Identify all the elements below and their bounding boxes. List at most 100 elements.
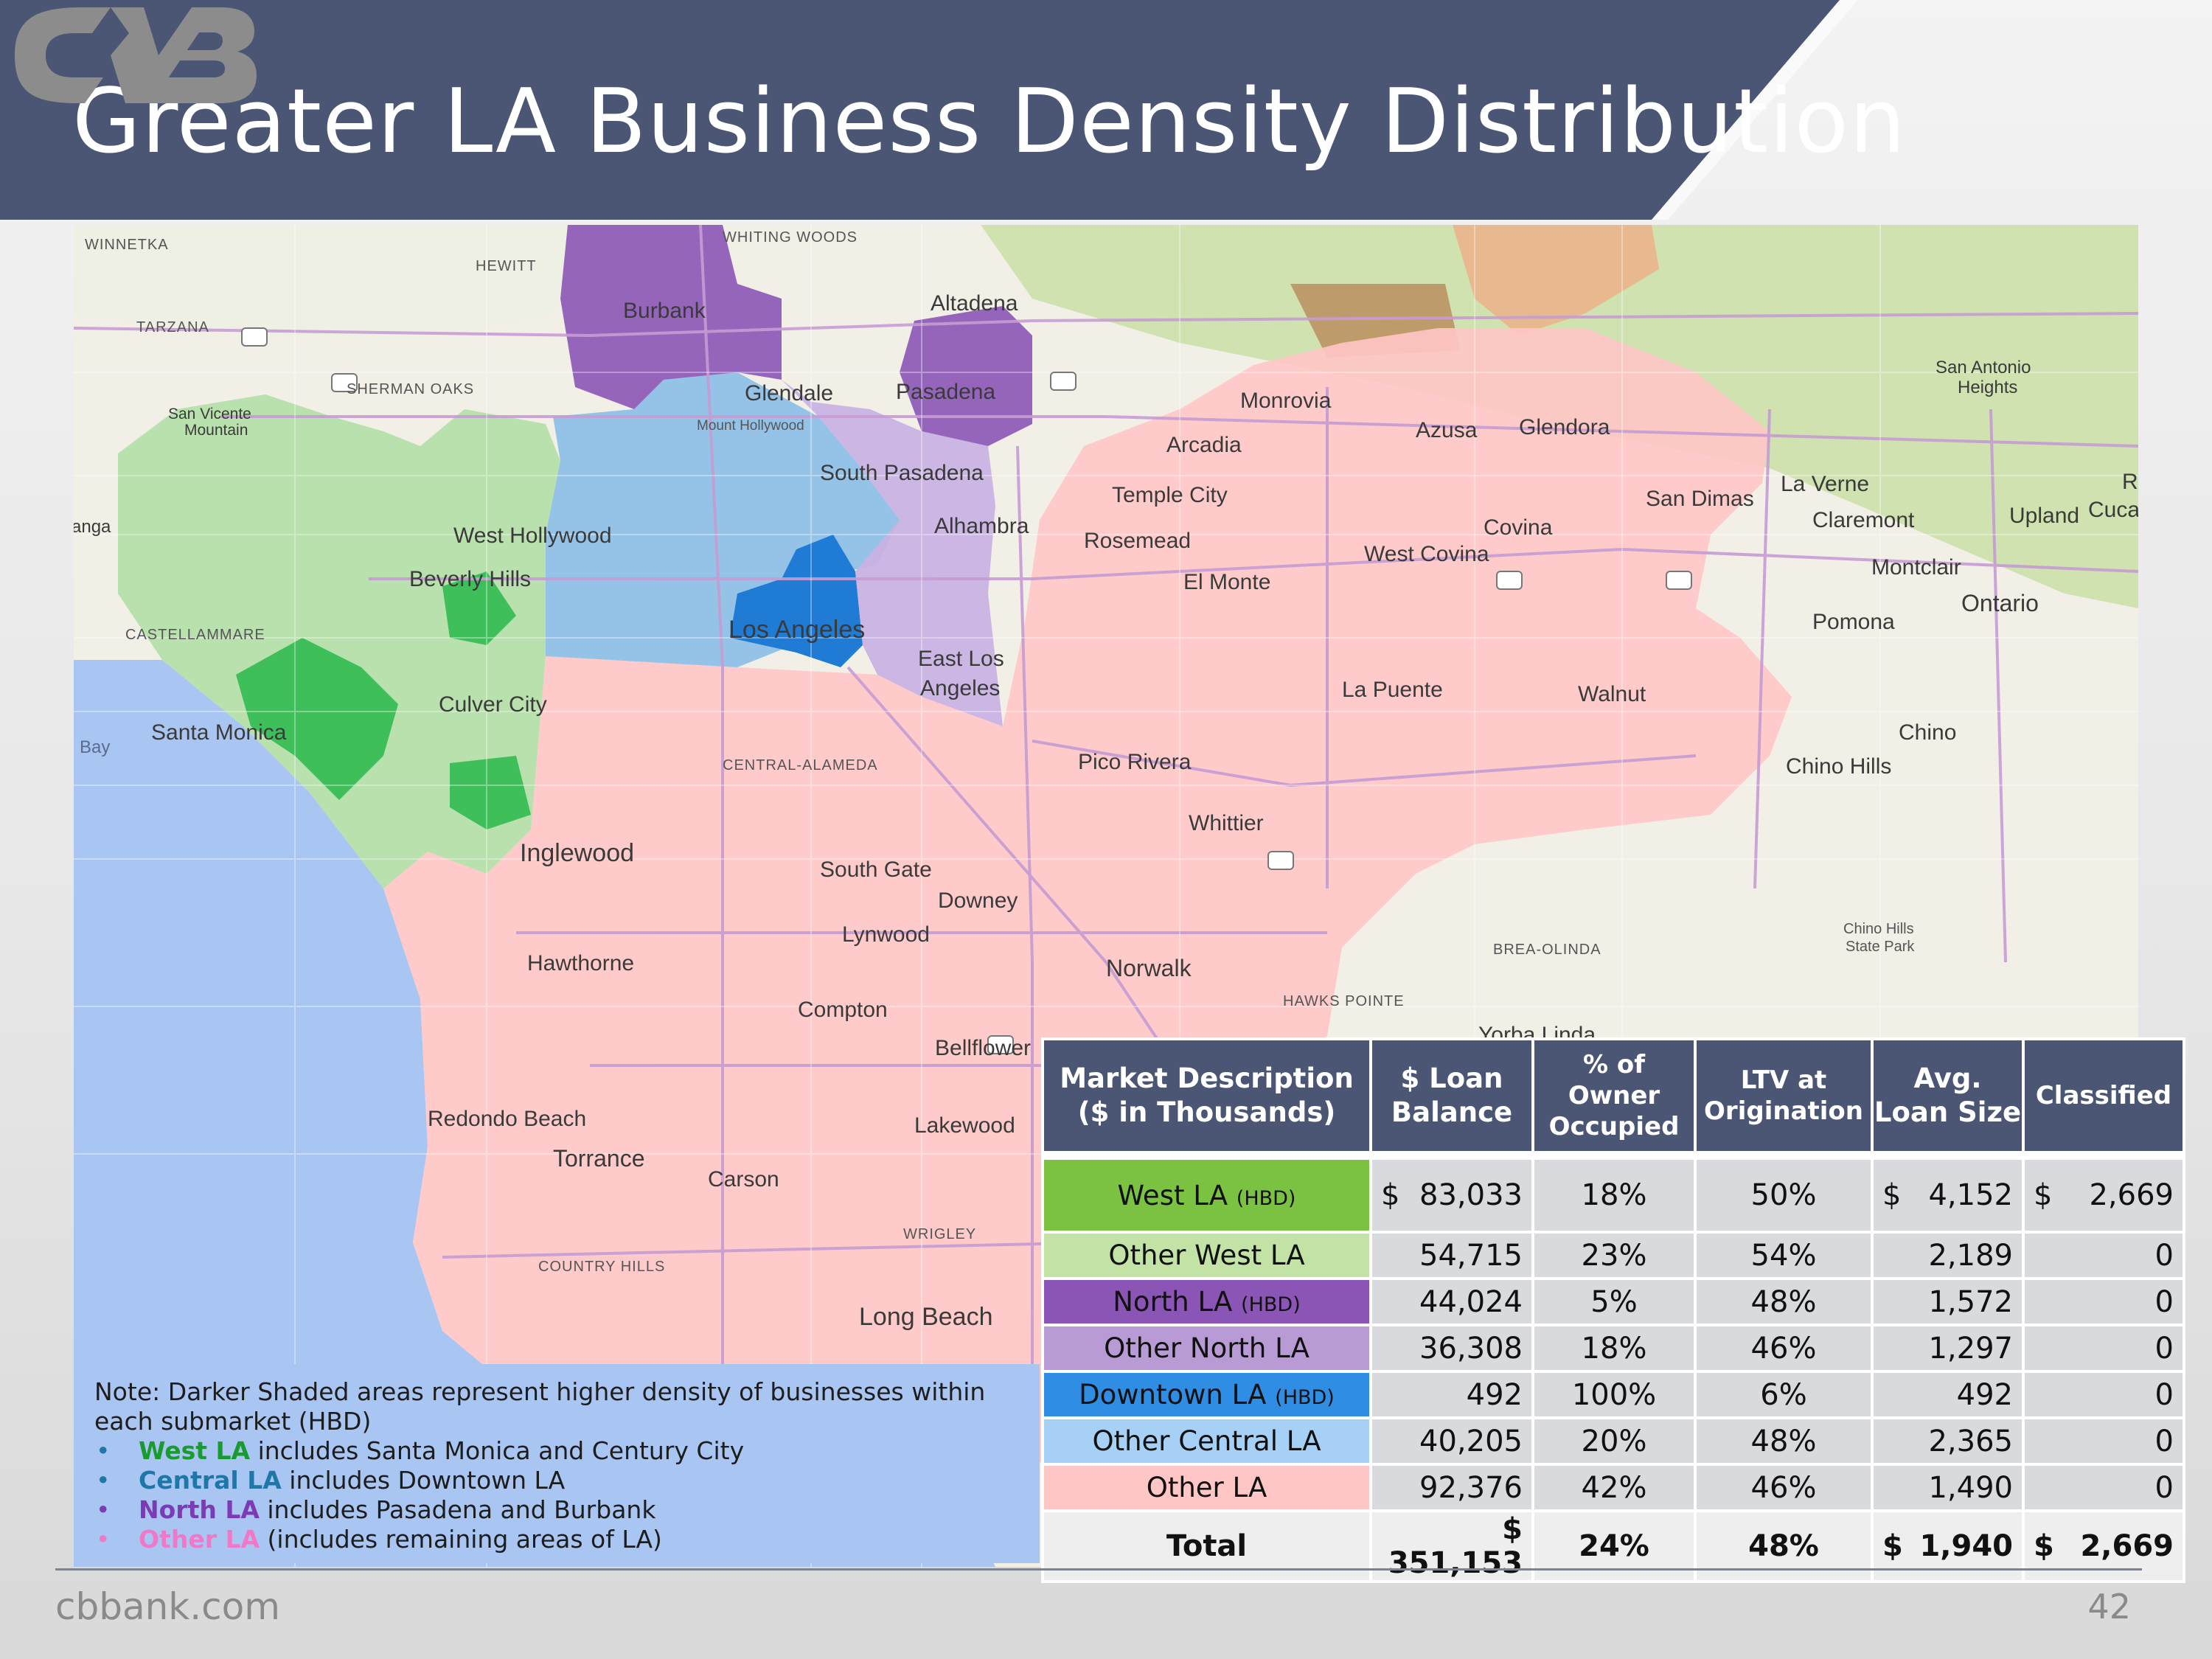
map-label-glendale: Glendale [745, 381, 834, 406]
map-label-azusa: Azusa [1416, 418, 1478, 442]
map-label-los-angeles: Los Angeles [728, 616, 866, 644]
loan-balance-cell-value: 92,376 [1419, 1470, 1523, 1505]
header-shape [0, 0, 1858, 220]
loan-balance-cell-value: 83,033 [1419, 1178, 1523, 1212]
map-label-lakewood: Lakewood [914, 1113, 1015, 1138]
market-cell: West LA (HBD) [1041, 1151, 1372, 1234]
market-name: Other LA [1146, 1472, 1267, 1503]
loan-balance-cell-value: 40,205 [1419, 1424, 1523, 1458]
ltv-cell: 46% [1694, 1324, 1874, 1373]
map-label-pasadena: Pasadena [896, 380, 996, 404]
map-label-tarzana: TARZANA [136, 319, 209, 335]
dollar-sign: $ [1882, 1178, 1902, 1212]
ltv-cell: 48% [1694, 1416, 1874, 1466]
map-label-alhambra: Alhambra [934, 514, 1029, 538]
map-label-brea-olinda: BREA-OLINDA [1493, 942, 1601, 958]
map-label-state-park: State Park [1846, 939, 1915, 955]
market-cell: North LA (HBD) [1041, 1277, 1372, 1326]
hbd-tag: (HBD) [1241, 1293, 1301, 1316]
map-label-ra: Ra [2122, 470, 2138, 494]
map-label-altadena: Altadena [931, 291, 1018, 316]
map-label-cuca: Cuca [2088, 498, 2138, 522]
map-label-long-beach: Long Beach [859, 1303, 993, 1331]
map-label-hewitt: HEWITT [476, 258, 537, 274]
map-label-hawthorne: Hawthorne [527, 951, 635, 975]
map-label-montclair: Montclair [1871, 555, 1961, 580]
table-row: Other North LA 36,308 18% 46% 1,297 0 [1041, 1324, 2185, 1373]
ltv-cell: 54% [1694, 1231, 1874, 1280]
owner-occupied-cell: 5% [1531, 1277, 1697, 1326]
map-label-west-covina: West Covina [1364, 542, 1489, 566]
header-classified: Classified [2022, 1037, 2185, 1157]
header-loan-line1: $ Loan [1400, 1062, 1503, 1094]
classified-cell-value: 0 [2154, 1377, 2174, 1412]
ltv-cell: 50% [1694, 1151, 1874, 1234]
market-name: Other Central LA [1092, 1425, 1321, 1457]
hbd-tag: (HBD) [1236, 1186, 1296, 1210]
classified-cell: 0 [2022, 1324, 2185, 1373]
map-label-beverly-hills: Beverly Hills [409, 567, 532, 591]
map-label-upland: Upland [2009, 504, 2080, 528]
map-label-wrigley: WRIGLEY [903, 1226, 977, 1242]
avg-loan-cell: $4,152 [1871, 1151, 2025, 1234]
map-label-san-dimas: San Dimas [1646, 487, 1754, 511]
table-row: West LA (HBD) $83,033 18% 50% $4,152 $2,669 [1041, 1151, 2185, 1234]
map-label-castellammare: CASTELLAMMARE [125, 627, 265, 643]
note-box: Note: Darker Shaded areas represent high… [74, 1364, 1040, 1563]
total-classified: $2,669 [2022, 1509, 2185, 1583]
map-label-country-hills: COUNTRY HILLS [538, 1259, 666, 1275]
avg-loan-cell: 492 [1871, 1370, 2025, 1419]
map-label-mount-hollywood: Mount Hollywood [697, 418, 804, 434]
map-label-chino-hills: Chino Hills [1786, 754, 1892, 779]
owner-occupied-cell: 18% [1531, 1151, 1697, 1234]
header-owner-line2: Owner [1568, 1081, 1660, 1110]
map-label-bay: Bay [80, 737, 111, 757]
total-avg-loan-value: 1,940 [1919, 1529, 2013, 1563]
classified-cell: 0 [2022, 1463, 2185, 1512]
ltv-cell: 46% [1694, 1463, 1874, 1512]
header-loan-balance: $ Loan Balance [1369, 1037, 1534, 1157]
loan-balance-cell-value: 44,024 [1419, 1284, 1523, 1319]
map-label-covina: Covina [1484, 515, 1553, 540]
total-loan-balance: $ 351,153 [1369, 1509, 1534, 1583]
header-owner-line1: % of [1582, 1050, 1646, 1079]
note-bullet-west-highlight: West LA [139, 1436, 251, 1465]
classified-cell: 0 [2022, 1277, 2185, 1326]
market-name: North LA [1113, 1286, 1233, 1318]
loan-table: Market Description ($ in Thousands) $ Loa… [1041, 1037, 2185, 1583]
owner-occupied-cell: 23% [1531, 1231, 1697, 1280]
page-number: 42 [2087, 1587, 2131, 1627]
map-label-norwalk: Norwalk [1106, 955, 1192, 981]
map-label-east-los: East Los [918, 647, 1004, 671]
map-label-rosemead: Rosemead [1084, 529, 1192, 553]
total-ltv: 48% [1694, 1509, 1874, 1583]
table-row: Other LA 92,376 42% 46% 1,490 0 [1041, 1463, 2185, 1512]
map-label-temple-city: Temple City [1112, 483, 1228, 507]
map-label-san-vicente: San Vicente [168, 406, 251, 422]
map-label-pomona: Pomona [1812, 610, 1895, 634]
note-bullet-north-highlight: North LA [139, 1495, 260, 1524]
map-label-chino-hills-park: Chino Hills [1843, 921, 1914, 937]
map-label-chino: Chino [1899, 720, 1957, 745]
avg-loan-cell-value: 1,490 [1928, 1470, 2013, 1505]
header-market-description: Market Description ($ in Thousands) [1041, 1037, 1372, 1157]
table-total-row: Total $ 351,153 24% 48% $1,940 $2,669 [1041, 1509, 2185, 1583]
note-description: Note: Darker Shaded areas represent high… [94, 1377, 986, 1436]
map-label-sherman-oaks: SHERMAN OAKS [347, 381, 475, 397]
header-banner: Greater LA Business Density Distribution [0, 0, 2212, 221]
avg-loan-cell: 1,297 [1871, 1324, 2025, 1373]
map-label-redondo-beach: Redondo Beach [428, 1107, 587, 1131]
header-ltv-line2: Origination [1704, 1096, 1863, 1126]
avg-loan-cell: 1,572 [1871, 1277, 2025, 1326]
dollar-sign: $ [2034, 1178, 2053, 1212]
map-label-burbank: Burbank [623, 299, 706, 323]
classified-cell: $2,669 [2022, 1151, 2185, 1234]
note-bullet-north-text: includes Pasadena and Burbank [259, 1495, 656, 1524]
note-bullet-central: Central LA includes Downtown LA [94, 1466, 1031, 1495]
note-bullet-central-text: includes Downtown LA [281, 1466, 566, 1495]
table-row: North LA (HBD) 44,024 5% 48% 1,572 0 [1041, 1277, 2185, 1326]
map-label-inglewood: Inglewood [520, 839, 635, 867]
market-cell: Other Central LA [1041, 1416, 1372, 1466]
freeway-shield-icon [241, 327, 1692, 1054]
loan-balance-cell-value: 36,308 [1419, 1331, 1523, 1366]
